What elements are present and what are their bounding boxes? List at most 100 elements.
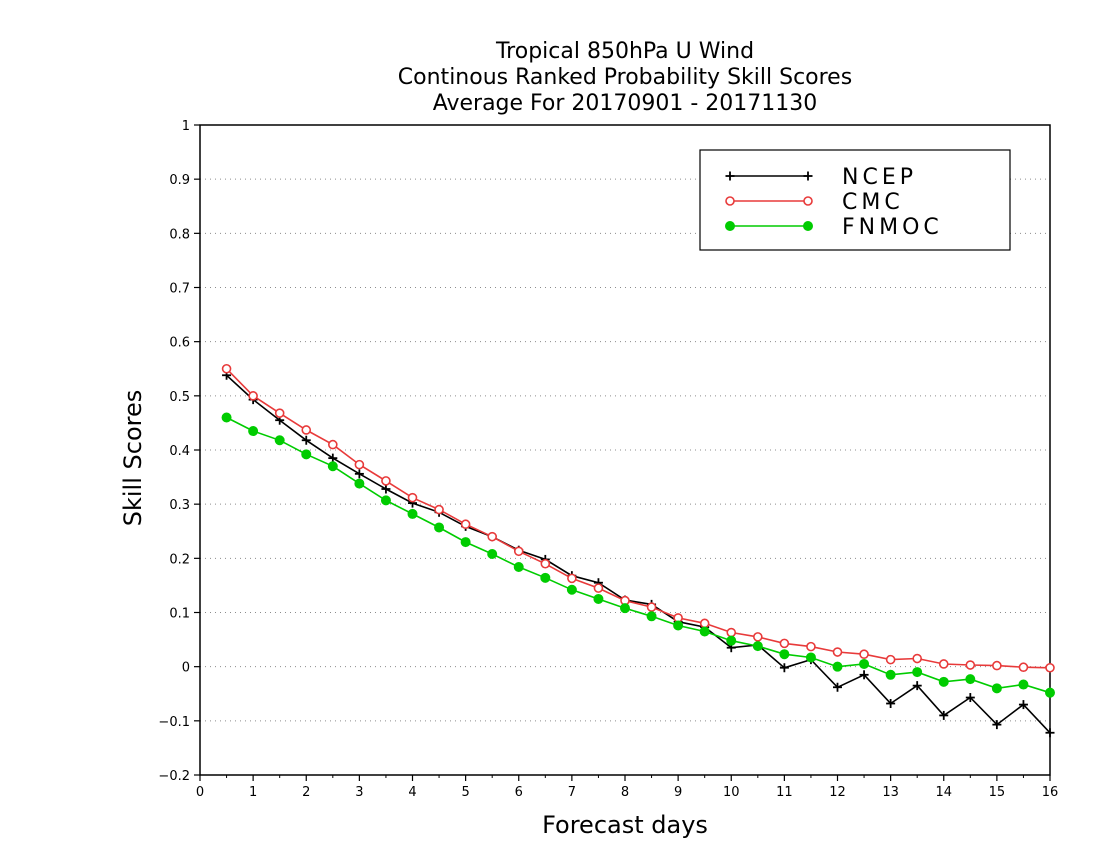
series-fnmoc-point	[620, 603, 630, 614]
series-cmc-line	[226, 368, 1051, 669]
series-cmc-point	[301, 425, 312, 435]
series-cmc-point	[274, 408, 285, 418]
series-ncep-point	[779, 663, 789, 673]
series-fnmoc-point	[912, 667, 923, 678]
series-fnmoc-point	[1018, 679, 1029, 690]
series-ncep-point	[912, 681, 922, 691]
y-tick-label: 0	[182, 661, 190, 676]
legend-box	[699, 149, 1011, 251]
chart-title-line: Tropical 850hPa U Wind	[495, 39, 754, 64]
y-tick-label: 0.7	[169, 282, 190, 297]
y-tick-label: 0.5	[169, 390, 190, 405]
series-fnmoc	[221, 412, 1055, 698]
legend-ncep-point	[803, 171, 813, 181]
series-ncep-point	[939, 710, 949, 720]
y-tick-label: −0.1	[158, 715, 190, 730]
series-cmc	[221, 363, 1055, 673]
series-cmc-point	[540, 558, 551, 569]
x-tick-label: 14	[935, 785, 952, 800]
series-fnmoc-point	[407, 508, 418, 519]
series-fnmoc-point	[540, 572, 551, 583]
series-fnmoc-point	[274, 435, 285, 446]
series-fnmoc-point	[726, 635, 737, 646]
x-tick-label: 7	[568, 785, 576, 800]
y-tick-label: 1	[182, 119, 190, 134]
series-layer	[221, 363, 1055, 738]
series-cmc-point	[1018, 662, 1029, 673]
series-fnmoc-point	[327, 461, 338, 472]
x-tick-label: 2	[302, 785, 310, 800]
series-cmc-point	[328, 439, 338, 450]
x-tick-label: 15	[989, 785, 1006, 800]
series-cmc-point	[381, 476, 391, 486]
x-tick-label: 8	[621, 785, 629, 800]
series-fnmoc-point	[859, 658, 870, 669]
series-fnmoc-point	[221, 412, 232, 423]
series-cmc-point	[434, 504, 444, 515]
legend-fnmoc-point	[725, 221, 735, 231]
series-cmc-point	[859, 649, 869, 660]
chart-title-line: Continous Ranked Probability Skill Score…	[398, 65, 852, 90]
series-fnmoc-point	[460, 537, 471, 548]
x-tick-label: 4	[408, 785, 416, 800]
y-axis-title: Skill Scores	[119, 390, 147, 527]
axes: −0.2−0.100.10.20.30.40.50.60.70.80.910 1 2…	[119, 119, 1058, 839]
y-tick-label: 0.9	[169, 173, 190, 188]
legend-fnmoc-point	[803, 221, 813, 231]
x-tick-label: 9	[674, 785, 682, 800]
series-ncep-point	[859, 670, 869, 680]
series-ncep	[222, 370, 1055, 738]
legend-ncep-label: NCEP	[842, 165, 917, 190]
series-cmc-point	[726, 627, 737, 638]
x-tick-label: 5	[461, 785, 469, 800]
series-fnmoc-point	[593, 593, 604, 604]
series-ncep-point	[301, 435, 311, 445]
x-axis-title: Forecast days	[542, 811, 708, 839]
y-tick-label: 0.4	[169, 444, 190, 459]
series-fnmoc-point	[991, 683, 1002, 694]
legend-fnmoc-label: FNMOC	[842, 215, 943, 240]
x-tick-label: 10	[723, 785, 740, 800]
series-ncep-line	[226, 374, 1051, 734]
y-tick-label: 0.3	[169, 498, 190, 513]
series-ncep-point	[833, 682, 842, 692]
y-tick-label: 0.1	[169, 607, 190, 622]
series-fnmoc-point	[673, 620, 684, 631]
series-cmc-point	[938, 659, 949, 669]
series-fnmoc-point	[752, 641, 763, 652]
x-tick-label: 13	[882, 785, 899, 800]
series-cmc-point	[487, 531, 497, 542]
series-cmc-point	[407, 492, 418, 503]
x-tick-label: 6	[515, 785, 523, 800]
series-cmc-point	[646, 602, 657, 612]
series-fnmoc-point	[832, 661, 843, 672]
series-ncep-point	[965, 693, 975, 703]
legend-cmc-label: CMC	[842, 190, 904, 215]
grid-lines	[200, 178, 1050, 722]
series-fnmoc-point	[301, 449, 312, 460]
series-fnmoc-point	[380, 495, 391, 506]
series-cmc-point	[885, 654, 896, 665]
series-ncep-point	[1018, 700, 1028, 710]
series-fnmoc-point	[699, 626, 710, 637]
y-tick-label: 0.2	[169, 552, 190, 567]
x-tick-label: 3	[355, 785, 363, 800]
legend-cmc-point	[803, 196, 813, 206]
series-cmc-point	[753, 632, 763, 642]
series-cmc-point	[221, 363, 232, 374]
series-ncep-point	[354, 469, 364, 479]
legend-ncep-point	[725, 171, 735, 181]
series-fnmoc-line	[226, 416, 1051, 694]
series-fnmoc-point	[646, 611, 657, 622]
series-ncep-point	[328, 453, 338, 463]
series-fnmoc-point	[805, 652, 816, 663]
series-fnmoc-point	[779, 649, 790, 660]
series-cmc-point	[567, 573, 577, 584]
series-cmc-point	[699, 618, 710, 629]
legend-cmc-point	[725, 196, 735, 206]
series-fnmoc-point	[513, 562, 524, 572]
series-cmc-point	[832, 647, 843, 657]
series-cmc-point	[460, 519, 471, 530]
series-fnmoc-point	[566, 584, 577, 595]
